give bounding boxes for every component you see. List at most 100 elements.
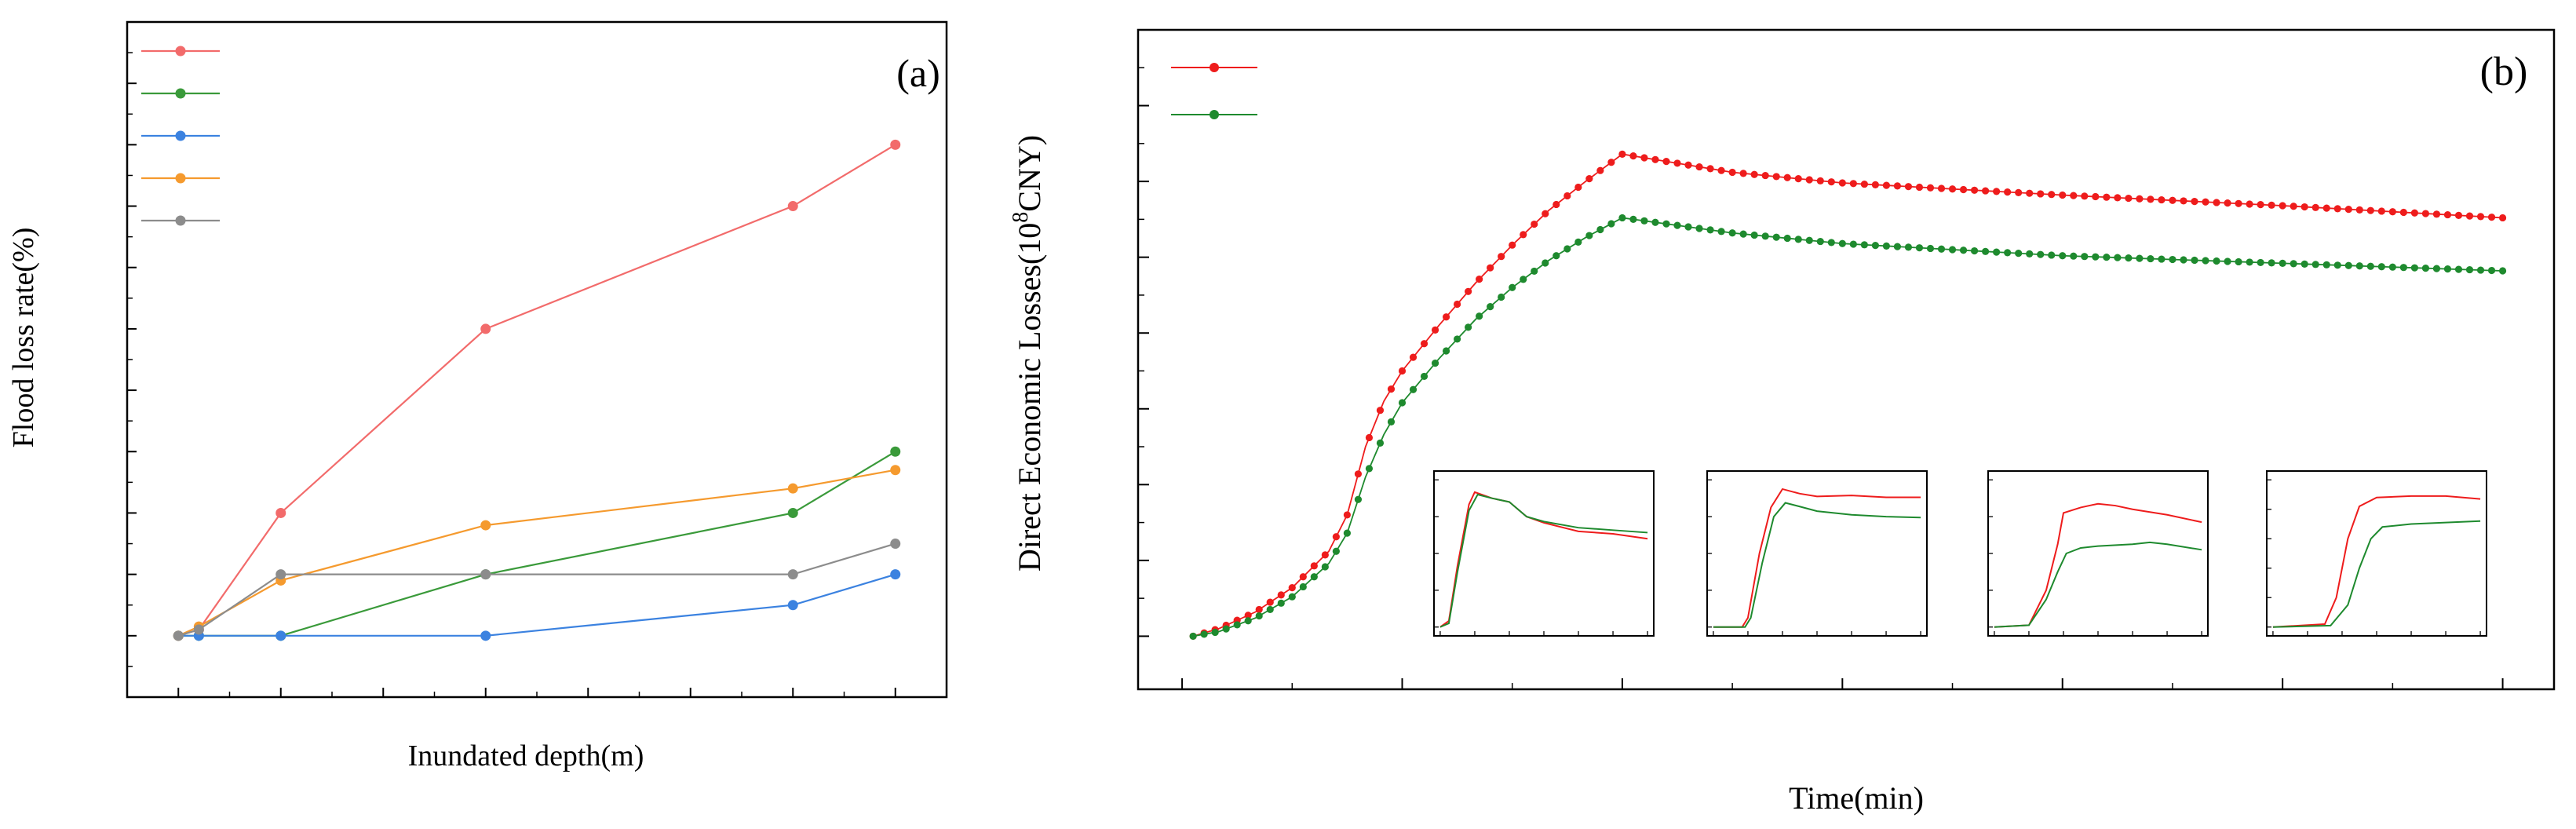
- data-point-100-year: [2355, 206, 2363, 214]
- series-line-woodland: [178, 451, 896, 637]
- data-point-50-year: [1805, 236, 1813, 244]
- data-point-construction-land: [890, 465, 901, 476]
- data-point-50-year: [2322, 261, 2330, 268]
- data-point-100-year: [2103, 193, 2111, 201]
- data-point-100-year: [2311, 203, 2319, 211]
- data-point-50-year: [2191, 256, 2198, 265]
- data-point-100-year: [2454, 211, 2463, 219]
- data-point-farmland: [275, 507, 286, 518]
- data-point-100-year: [2476, 213, 2485, 221]
- data-point-100-year: [1563, 192, 1571, 200]
- data-point-50-year: [1574, 238, 1582, 246]
- data-point-50-year: [1783, 234, 1791, 243]
- data-point-100-year: [2147, 195, 2155, 203]
- data-point-50-year: [2246, 258, 2253, 266]
- data-point-100-year: [1498, 253, 1505, 261]
- inset-series-line-50-year: [1994, 541, 2202, 628]
- data-point-100-year: [1442, 313, 1450, 321]
- data-point-50-year: [2432, 265, 2441, 272]
- data-point-100-year: [1871, 181, 1879, 188]
- data-point-50-year: [2092, 253, 2100, 261]
- data-point-50-year: [1948, 246, 1957, 254]
- data-point-100-year: [2136, 195, 2144, 203]
- data-point-50-year: [2388, 263, 2396, 271]
- data-point-50-year: [1354, 495, 1363, 503]
- data-point-100-year: [2015, 188, 2023, 196]
- data-point-50-year: [1904, 243, 1913, 251]
- data-point-waters: [787, 600, 798, 611]
- data-point-100-year: [2202, 198, 2209, 206]
- data-point-50-year: [1310, 573, 1318, 581]
- data-point-50-year: [1553, 252, 1560, 260]
- data-point-100-year: [2125, 194, 2133, 203]
- inset-low: [1433, 470, 1655, 637]
- data-point-100-year: [1970, 186, 1979, 194]
- inset-frame-moderate: [1987, 470, 2209, 637]
- data-point-farmland: [787, 201, 798, 212]
- data-point-50-year: [2443, 265, 2452, 273]
- data-point-100-year: [1354, 470, 1363, 478]
- data-point-100-year: [2180, 197, 2187, 205]
- data-point-100-year: [1321, 551, 1329, 559]
- data-point-100-year: [1596, 166, 1604, 174]
- data-point-50-year: [1871, 241, 1879, 250]
- data-point-50-year: [2015, 250, 2023, 257]
- data-point-50-year: [1200, 630, 1208, 638]
- data-point-100-year: [2388, 208, 2396, 216]
- data-point-waters: [480, 630, 491, 641]
- data-point-50-year: [1509, 283, 1516, 291]
- data-point-100-year: [2366, 206, 2374, 214]
- data-point-50-year: [2311, 261, 2319, 268]
- data-point-50-year: [2158, 255, 2166, 263]
- data-point-100-year: [1310, 562, 1318, 570]
- panel-b-x-axis-label: Time(min): [1789, 780, 1924, 816]
- inset-series-line-100-year: [1994, 502, 2202, 628]
- data-point-50-year: [2399, 264, 2407, 272]
- inset-series-line-100-year: [2272, 495, 2481, 628]
- series-line-construction-land: [177, 469, 896, 637]
- panel-a-label: (a): [896, 51, 940, 95]
- data-point-100-year: [2191, 197, 2198, 206]
- data-point-100-year: [1772, 173, 1780, 181]
- data-point-100-year: [1849, 180, 1857, 188]
- data-point-100-year: [1618, 150, 1626, 158]
- data-point-50-year: [2026, 250, 2034, 258]
- data-point-50-year: [2202, 257, 2209, 265]
- data-point-50-year: [2465, 265, 2474, 274]
- data-point-100-year: [2070, 192, 2078, 199]
- data-point-farmland: [480, 323, 491, 334]
- data-point-100-year: [2322, 204, 2330, 212]
- data-point-50-year: [1442, 347, 1450, 355]
- data-point-100-year: [1409, 353, 1418, 361]
- data-point-100-year: [1684, 161, 1692, 169]
- data-point-50-year: [1211, 628, 1219, 637]
- data-point-100-year: [2092, 192, 2100, 201]
- data-point-100-year: [2026, 189, 2034, 197]
- panel-b-y-axis-label: Direct Economic Losses(108CNY): [1009, 135, 1047, 572]
- data-point-50-year: [1343, 529, 1351, 537]
- data-point-50-year: [2268, 259, 2275, 267]
- data-point-100-year: [1893, 182, 1902, 190]
- inset-extreme: [2266, 470, 2487, 637]
- panel-a-x-axis-label: Inundated depth(m): [408, 740, 644, 772]
- data-point-50-year: [1476, 312, 1483, 320]
- data-point-50-year: [1827, 239, 1835, 247]
- data-point-50-year: [2257, 258, 2264, 267]
- panel-a-plot: [126, 20, 948, 699]
- data-point-50-year: [2235, 257, 2242, 266]
- data-point-50-year: [1882, 242, 1891, 250]
- data-point-100-year: [1299, 573, 1307, 581]
- inset-series-line-100-year: [1713, 488, 1921, 628]
- data-point-100-year: [1651, 155, 1659, 163]
- data-point-100-year: [1926, 184, 1935, 192]
- data-point-50-year: [1640, 217, 1648, 225]
- data-point-100-year: [2246, 200, 2253, 208]
- data-point-50-year: [1596, 225, 1604, 234]
- data-point-50-year: [2114, 254, 2122, 261]
- data-point-100-year: [1509, 241, 1516, 249]
- data-point-50-year: [2213, 257, 2220, 265]
- data-point-100-year: [2443, 210, 2452, 219]
- data-point-100-year: [2257, 201, 2264, 209]
- data-point-50-year: [1651, 218, 1659, 226]
- data-point-100-year: [1476, 276, 1483, 283]
